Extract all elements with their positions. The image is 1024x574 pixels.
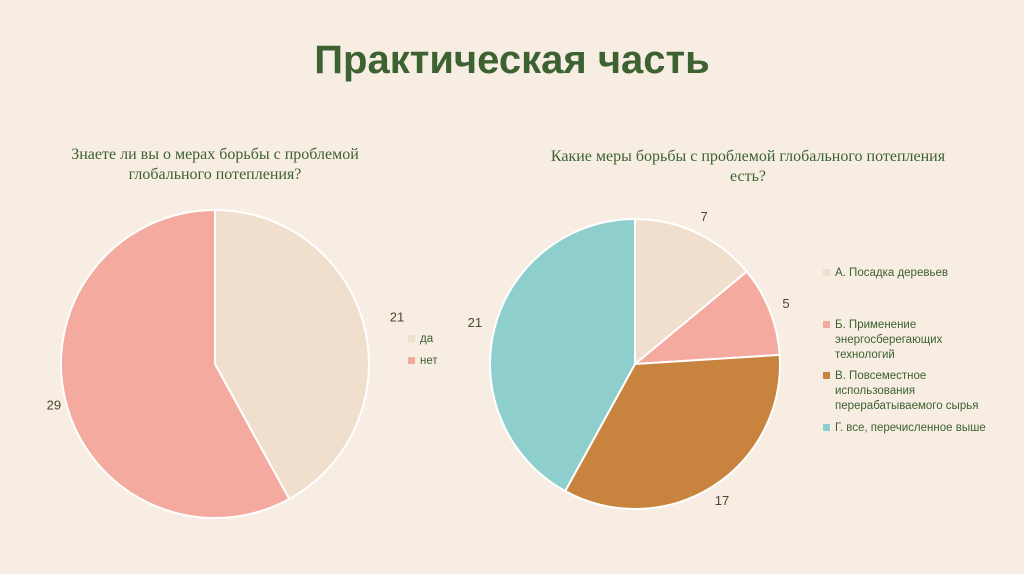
chart1-data-label-1: 21 <box>390 309 404 324</box>
chart1-legend-swatch-2 <box>408 357 415 364</box>
chart1-data-label-2: 29 <box>47 397 61 412</box>
chart1-legend-swatch-1 <box>408 335 415 342</box>
chart2-slice-4 <box>489 217 636 493</box>
chart2-legend-swatch-1 <box>823 269 830 276</box>
chart1-legend: да нет <box>408 332 488 382</box>
chart2-legend-label-2: Б. Применение энергосберегающих технолог… <box>835 319 943 361</box>
chart1-legend-label-1: да <box>420 333 434 345</box>
chart1-legend-item-2: нет <box>408 354 438 369</box>
chart2-legend-item-3: В. Повсеместное использования перерабаты… <box>823 369 978 414</box>
slide-title: Практическая часть <box>314 38 710 82</box>
chart2-slice-1 <box>634 217 749 367</box>
chart2-title-line1: Какие меры борьбы с проблемой глобальног… <box>550 148 946 165</box>
chart2-title-line2: есть? <box>730 168 766 185</box>
chart2-slice-2 <box>631 270 781 366</box>
chart2-legend-item-2: Б. Применение энергосберегающих технолог… <box>823 318 942 363</box>
chart1-title-line1: Знаете ли вы о мерах борьбы с проблемой <box>71 146 359 163</box>
chart1-slice-1 <box>214 208 370 501</box>
chart2-legend-label-3: В. Повсеместное использования перерабаты… <box>835 370 979 412</box>
chart2-data-label-3: 17 <box>715 493 729 508</box>
chart2-data-label-1: 7 <box>700 209 707 224</box>
chart2-legend: А. Посадка деревьев Б. Применение энергос… <box>823 266 1018 446</box>
chart2-data-label-2: 5 <box>782 296 789 311</box>
chart1-title-line2: глобального потепления? <box>128 166 302 183</box>
chart2-legend-label-1: А. Посадка деревьев <box>835 267 948 279</box>
chart2-legend-swatch-2 <box>823 321 830 328</box>
chart1-legend-label-2: нет <box>420 355 438 367</box>
chart2-legend-swatch-3 <box>823 372 830 379</box>
chart1-legend-item-1: да <box>408 332 433 347</box>
chart2-legend-swatch-4 <box>823 424 830 431</box>
chart1-title: Знаете ли вы о мерах борьбы с проблемой … <box>40 145 390 185</box>
chart2-legend-label-4: Г. все, перечисленное выше <box>835 422 986 434</box>
chart2-title: Какие меры борьбы с проблемой глобальног… <box>498 147 998 187</box>
chart1-slice-2 <box>60 208 291 519</box>
chart2-legend-item-1: А. Посадка деревьев <box>823 266 948 281</box>
chart2-legend-item-4: Г. все, перечисленное выше <box>823 421 986 436</box>
chart2-data-label-4: 21 <box>468 315 482 330</box>
